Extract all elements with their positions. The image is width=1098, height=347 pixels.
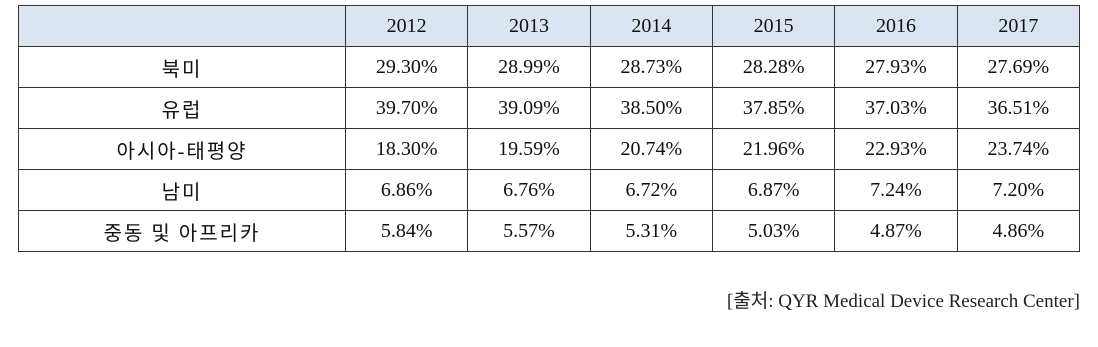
table-cell: 29.30% <box>344 46 469 88</box>
table-row: 중동 및 아프리카 5.84% 5.57% 5.31% 5.03% 4.87% 4.86% <box>18 210 1081 252</box>
table-cell: 4.87% <box>834 210 958 252</box>
column-header: 2014 <box>589 5 713 47</box>
table-cell: 6.72% <box>589 169 713 211</box>
table-cell: 36.51% <box>956 87 1081 129</box>
table-cell: 27.93% <box>834 46 958 88</box>
table-cell: 21.96% <box>711 128 836 170</box>
table-row: 남미 6.86% 6.76% 6.72% 6.87% 7.24% 7.20% <box>18 169 1081 211</box>
table-cell: 37.85% <box>711 87 836 129</box>
table-cell: 28.28% <box>711 46 836 88</box>
column-header: 2013 <box>467 5 591 47</box>
table-cell: 6.76% <box>467 169 591 211</box>
table-cell: 23.74% <box>956 128 1081 170</box>
table-cell: 18.30% <box>344 128 469 170</box>
row-label: 중동 및 아프리카 <box>18 210 346 252</box>
column-header: 2015 <box>711 5 836 47</box>
table-cell: 7.24% <box>834 169 958 211</box>
row-label: 아시아-태평양 <box>18 128 346 170</box>
header-row: 2012 2013 2014 2015 2016 2017 <box>18 5 1081 47</box>
table-cell: 6.86% <box>344 169 469 211</box>
column-header: 2017 <box>956 5 1081 47</box>
table-row: 북미 29.30% 28.99% 28.73% 28.28% 27.93% 27.69% <box>18 46 1081 88</box>
column-header: 2016 <box>834 5 958 47</box>
table-cell: 19.59% <box>467 128 591 170</box>
table-cell: 4.86% <box>956 210 1081 252</box>
table-row: 아시아-태평양 18.30% 19.59% 20.74% 21.96% 22.93% 23.… <box>18 128 1081 170</box>
data-table: 2012 2013 2014 2015 2016 2017 북미 29.30% 28.99% 2… <box>18 5 1081 252</box>
table-cell: 38.50% <box>589 87 713 129</box>
table-cell: 37.03% <box>834 87 958 129</box>
table-cell: 5.57% <box>467 210 591 252</box>
table-cell: 39.09% <box>467 87 591 129</box>
table-row: 유럽 39.70% 39.09% 38.50% 37.85% 37.03% 36.51% <box>18 87 1081 129</box>
table-cell: 5.84% <box>344 210 469 252</box>
table-cell: 20.74% <box>589 128 713 170</box>
table-cell: 28.73% <box>589 46 713 88</box>
table-cell: 6.87% <box>711 169 836 211</box>
source-note: [출처: QYR Medical Device Research Center] <box>726 291 1080 312</box>
corner-cell <box>18 5 346 47</box>
row-label: 남미 <box>18 169 346 211</box>
table-cell: 22.93% <box>834 128 958 170</box>
column-header: 2012 <box>344 5 469 47</box>
table-cell: 27.69% <box>956 46 1081 88</box>
row-label: 북미 <box>18 46 346 88</box>
table-cell: 5.03% <box>711 210 836 252</box>
row-label: 유럽 <box>18 87 346 129</box>
table-cell: 28.99% <box>467 46 591 88</box>
table-cell: 39.70% <box>344 87 469 129</box>
table-cell: 5.31% <box>589 210 713 252</box>
table-cell: 7.20% <box>956 169 1081 211</box>
